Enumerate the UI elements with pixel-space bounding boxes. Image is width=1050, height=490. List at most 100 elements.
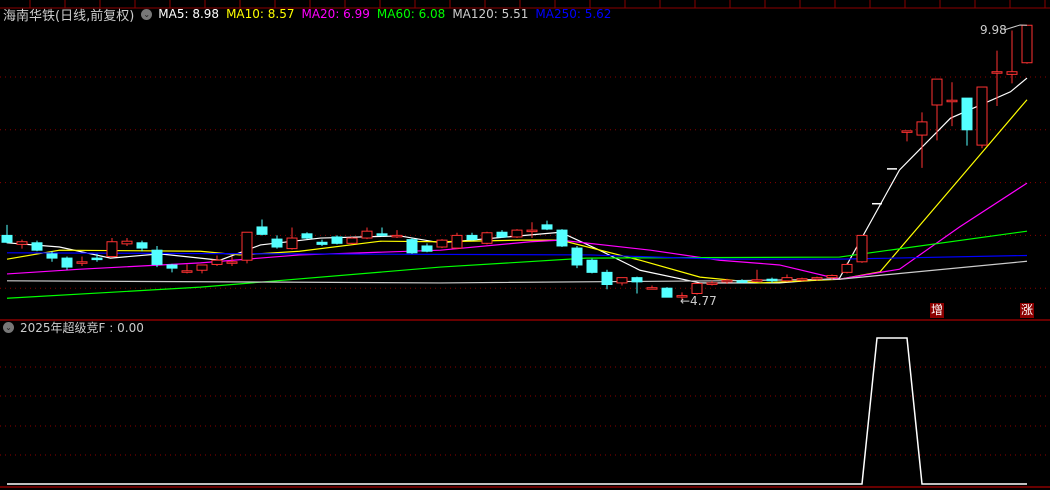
candle[interactable]: [76, 256, 88, 267]
candle[interactable]: [991, 50, 1003, 107]
candle[interactable]: [211, 255, 223, 267]
candle[interactable]: [256, 219, 268, 236]
candle[interactable]: [91, 253, 103, 262]
chevron-down-icon[interactable]: ⌄: [3, 321, 14, 333]
candle[interactable]: [826, 274, 838, 280]
candle-body: [226, 261, 238, 264]
candle[interactable]: [961, 97, 973, 146]
candle-body: [151, 249, 163, 265]
candle[interactable]: [766, 277, 778, 283]
candle[interactable]: [691, 282, 703, 295]
candle-body: [571, 247, 583, 266]
candle-body: [901, 130, 913, 133]
gridlines: [0, 76, 1050, 456]
candle[interactable]: [226, 256, 238, 267]
candle[interactable]: [331, 235, 343, 245]
candle-body: [691, 282, 703, 294]
candle[interactable]: [496, 230, 508, 239]
candle[interactable]: [541, 220, 553, 231]
chevron-down-icon[interactable]: ⌄: [141, 8, 153, 20]
stock-title[interactable]: 海南华铁(日线,前复权): [3, 8, 135, 24]
candle[interactable]: [586, 258, 598, 274]
candle[interactable]: [646, 285, 658, 290]
candle[interactable]: [376, 227, 388, 237]
candle[interactable]: [136, 240, 148, 252]
candle[interactable]: [916, 112, 928, 168]
candle[interactable]: [1006, 30, 1018, 84]
candle[interactable]: [196, 264, 208, 274]
candle[interactable]: [466, 232, 478, 241]
ma60-value: MA60: 6.08: [376, 7, 446, 21]
candle[interactable]: [436, 239, 448, 249]
high-price-label: 9.98: [980, 23, 1007, 37]
candle-body: [661, 287, 673, 298]
candle[interactable]: [181, 264, 193, 274]
candle[interactable]: [811, 276, 823, 281]
candle[interactable]: [976, 86, 988, 149]
candle[interactable]: [106, 238, 118, 258]
candle-body: [646, 287, 658, 290]
candle[interactable]: [16, 239, 28, 249]
candle[interactable]: [1021, 24, 1033, 64]
candle[interactable]: [616, 277, 628, 286]
candle-body: [76, 261, 88, 264]
candle[interactable]: [121, 238, 133, 246]
candle-body: [106, 241, 118, 258]
candle[interactable]: [316, 239, 328, 246]
candle[interactable]: [751, 269, 763, 282]
candle[interactable]: [391, 230, 403, 239]
candle-body: [991, 71, 1003, 74]
candle[interactable]: [736, 279, 748, 283]
candle[interactable]: [301, 232, 313, 240]
candle[interactable]: [931, 78, 943, 141]
candle[interactable]: [526, 222, 538, 239]
candle[interactable]: [241, 231, 253, 264]
candle-body: [316, 241, 328, 245]
candle-body: [1006, 71, 1018, 75]
candle-body: [481, 232, 493, 244]
candle[interactable]: [346, 236, 358, 245]
candle[interactable]: [286, 227, 298, 250]
candle[interactable]: [721, 278, 733, 284]
candle[interactable]: [601, 269, 613, 290]
candle[interactable]: [31, 240, 43, 252]
candle[interactable]: [1, 224, 13, 244]
candle[interactable]: [946, 82, 958, 127]
candle-body: [856, 234, 868, 263]
candle[interactable]: [361, 227, 373, 240]
candle[interactable]: [166, 263, 178, 273]
candle[interactable]: [271, 235, 283, 249]
indicator-value[interactable]: 2025年超级竞F : 0.00: [20, 320, 144, 335]
candle-body: [841, 263, 853, 273]
candle[interactable]: [481, 231, 493, 245]
candle[interactable]: [151, 245, 163, 268]
candle[interactable]: [421, 243, 433, 253]
candle-body: [451, 234, 463, 249]
candle[interactable]: [661, 287, 673, 298]
candlesticks[interactable]: [1, 24, 1033, 301]
candle[interactable]: [61, 256, 73, 270]
candle[interactable]: [406, 238, 418, 254]
candle[interactable]: [901, 130, 913, 142]
tag-zhang[interactable]: 涨: [1020, 303, 1034, 318]
candle[interactable]: [841, 262, 853, 274]
candle-body: [496, 231, 508, 238]
candle[interactable]: [46, 251, 58, 262]
extreme-markers: [1003, 24, 1028, 31]
ma20-value: MA20: 6.99: [301, 7, 370, 21]
candle-body: [751, 279, 763, 282]
candle[interactable]: [511, 229, 523, 239]
candle[interactable]: [796, 277, 808, 282]
ma120-line: [6, 260, 1028, 284]
tag-zeng[interactable]: 增: [930, 303, 944, 318]
candle-body: [376, 233, 388, 236]
candle[interactable]: [571, 245, 583, 269]
ma5-value: MA5: 8.98: [158, 7, 220, 21]
candle[interactable]: [631, 276, 643, 294]
candle[interactable]: [781, 274, 793, 282]
candle[interactable]: [856, 234, 868, 263]
candle[interactable]: [676, 292, 688, 301]
candle[interactable]: [556, 229, 568, 248]
candle[interactable]: [451, 232, 463, 250]
candle[interactable]: [706, 280, 718, 286]
